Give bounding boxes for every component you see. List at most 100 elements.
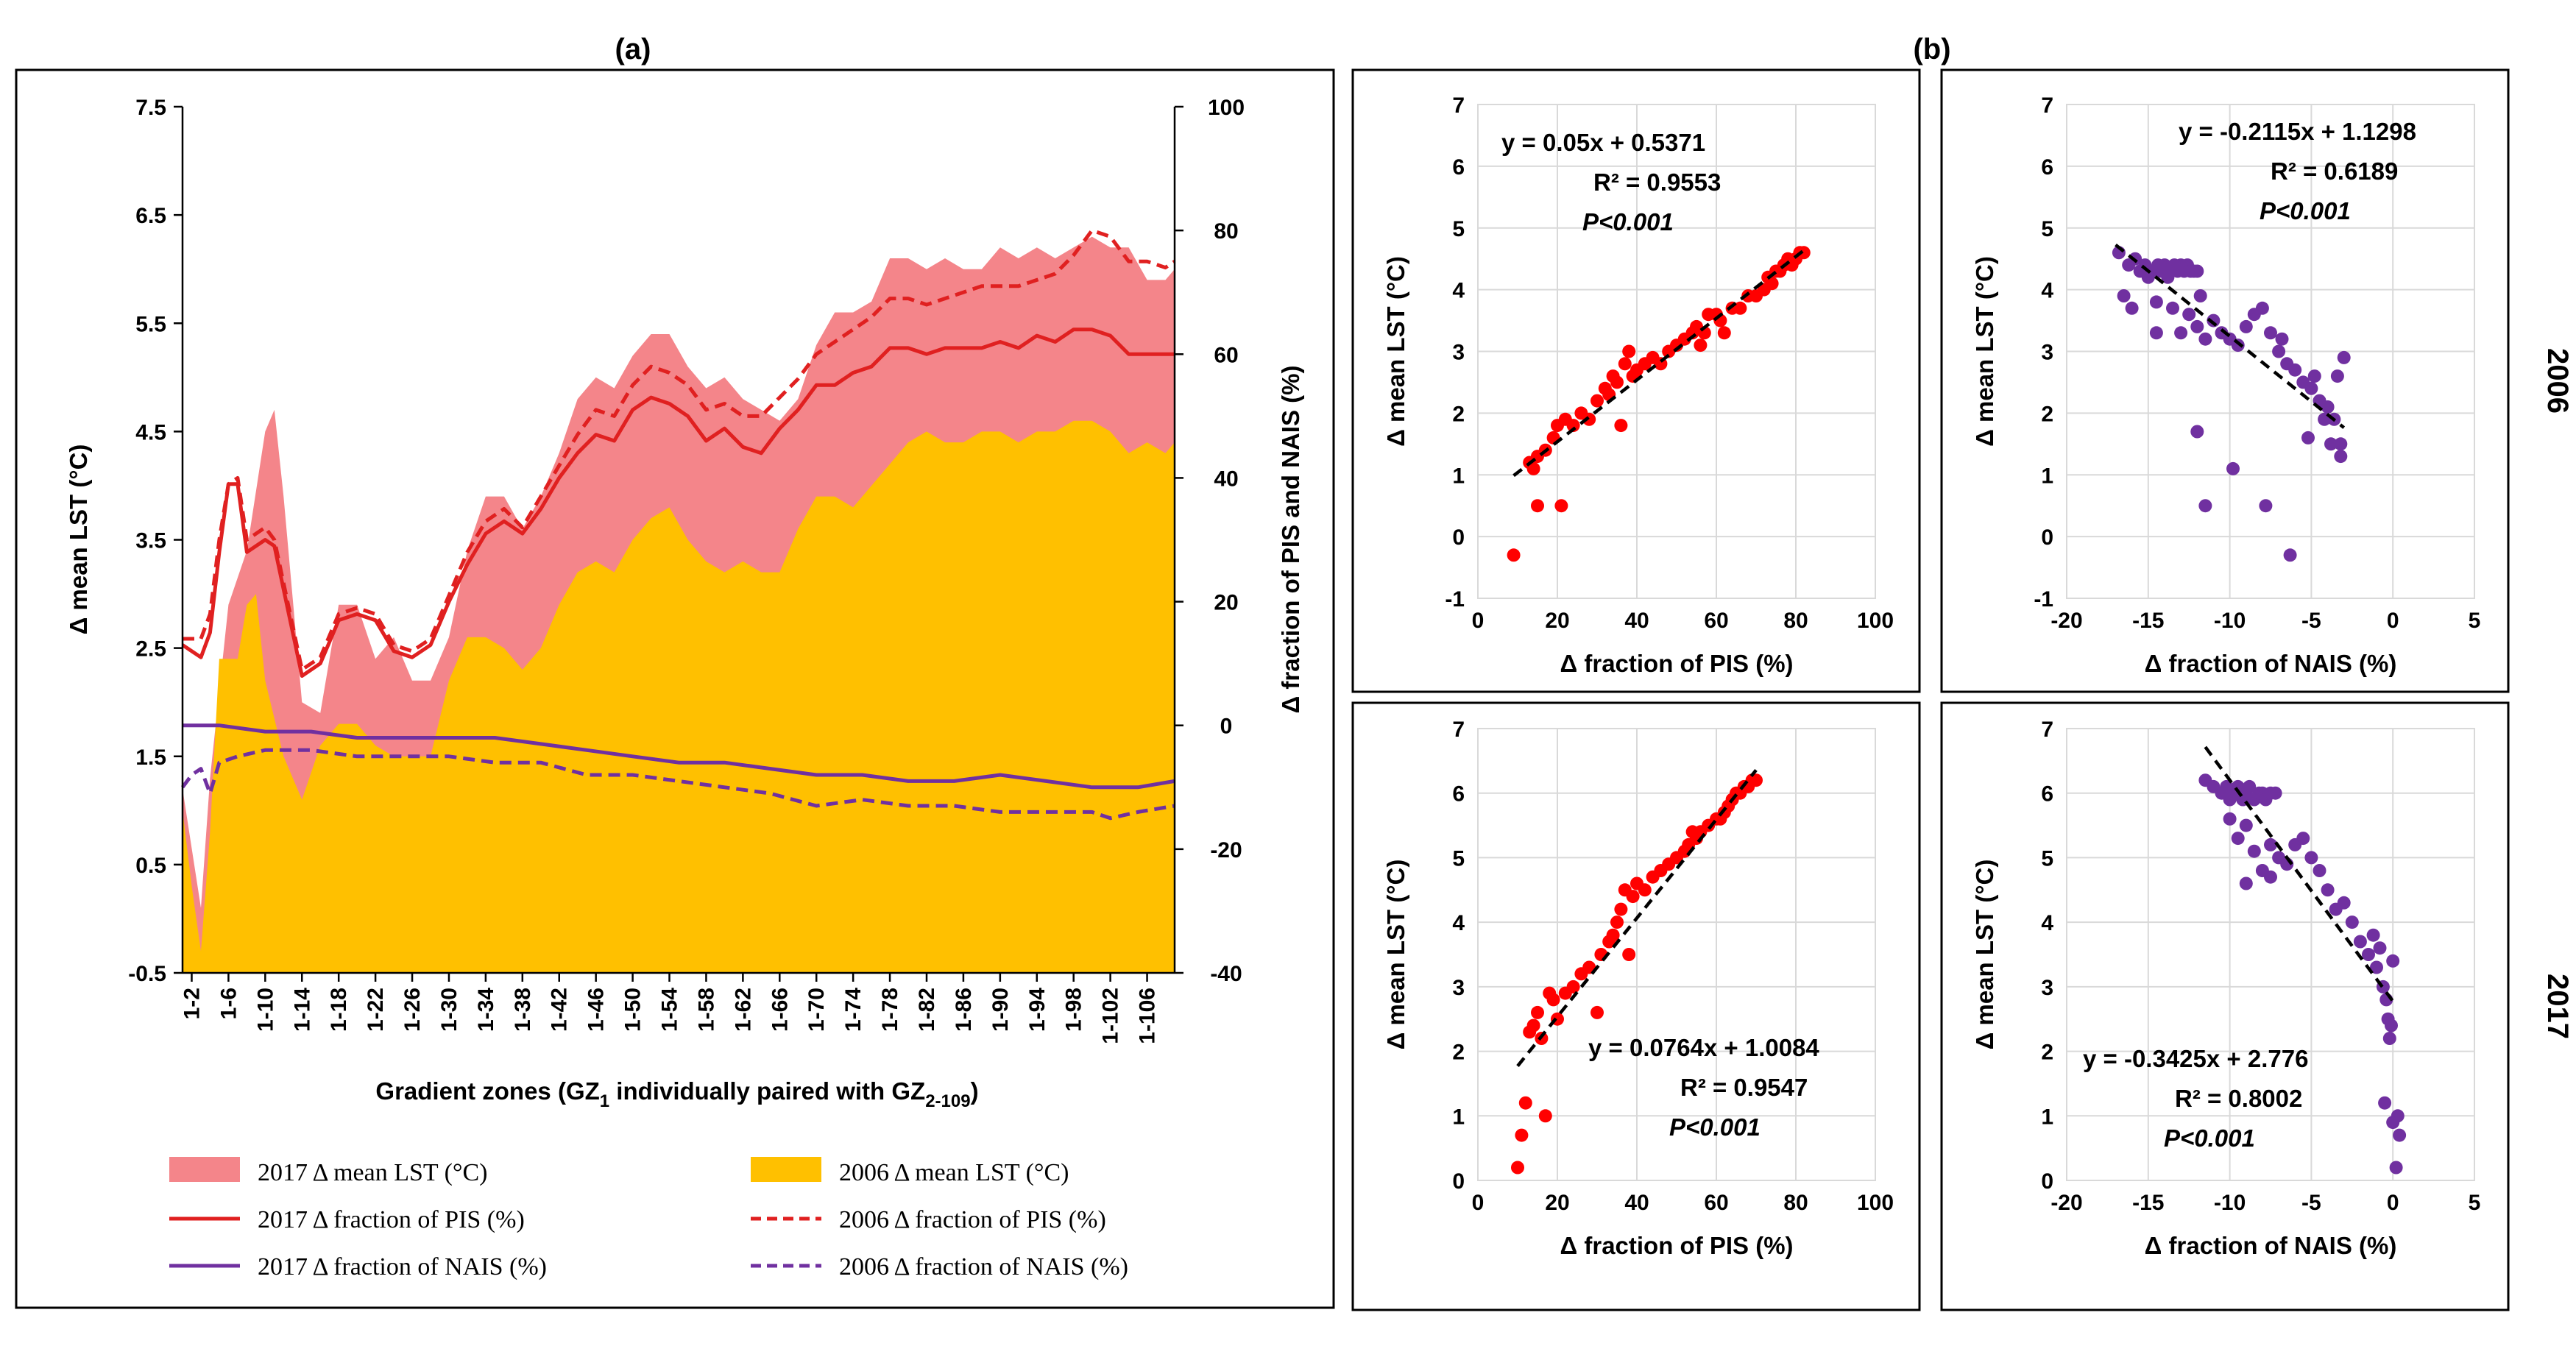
data-point [2182,308,2196,322]
y-tick-label: 5 [2041,846,2053,871]
y-tick-label: 4.5 [135,420,166,444]
data-point [2174,326,2188,340]
x-tick-label: 1-78 [878,988,902,1032]
trend-line [1512,246,1809,478]
x-tick-label: 20 [1545,609,1569,633]
y-tick-label: 1 [2041,464,2053,488]
y-tick-label: 7 [2041,93,2053,118]
y-tick-label: 6 [2041,155,2053,180]
x-tick-label: 1-22 [364,988,388,1032]
r-squared-label: R² = 0.9547 [1680,1074,1808,1101]
y2-tick-label: 80 [1214,219,1238,244]
data-point [2385,1019,2398,1032]
trend-line [2115,244,2346,429]
data-point [1622,948,1636,961]
y-tick-label: 0 [1452,525,1465,550]
data-point [1694,339,1708,353]
data-point [2391,1109,2405,1123]
x-tick-label: 0 [1472,1191,1485,1215]
legend-2006-lst-swatch [751,1157,821,1182]
y-tick-label: -0.5 [128,962,166,986]
trend-line [2204,745,2395,1002]
x-tick-label: 1-46 [584,988,609,1032]
data-point [2268,786,2282,800]
data-point [2393,1128,2407,1142]
p-value-label: P<0.001 [1582,208,1674,235]
data-point [2296,832,2310,846]
legend-2017-lst-label: 2017 Δ mean LST (°C) [258,1159,488,1186]
equation-label: y = -0.2115x + 1.1298 [2179,118,2416,145]
x-axis-label: Δ fraction of NAIS (%) [2145,1232,2397,1259]
data-point [2370,960,2383,974]
data-point [2264,870,2277,884]
x-tick-label: 1-54 [658,988,682,1032]
y-tick-label: 1 [2041,1105,2053,1129]
data-point [2324,437,2338,451]
data-point [1566,980,1580,993]
y-tick-label: 2 [1452,402,1465,426]
y2-tick-label: 60 [1214,343,1238,367]
y2-tick-label: 100 [1208,96,1245,120]
x-tick-label: 1-102 [1099,988,1123,1044]
data-point [1515,1128,1529,1142]
data-point [2264,837,2277,851]
scatter-panel-4: -20 -15 -10 -5 0 5 7 6 5 4 3 2 1 0 Δ fraction of NAIS … [1940,701,2510,1311]
plot-border [2066,104,2475,599]
data-point [1614,419,1628,433]
equation-label: y = 0.0764x + 1.0084 [1588,1034,1819,1061]
x-tick-label: -20 [2050,609,2082,633]
x-tick-label: 40 [1624,1191,1649,1215]
y-tick-label: -1 [2034,587,2053,612]
x-tick-label: 80 [1783,609,1808,633]
y-axis-label: Δ mean LST (°C) [1971,256,1998,447]
r-squared-label: R² = 0.9553 [1593,169,1721,196]
data-point [2149,295,2163,309]
line-2006-pis [183,228,1176,672]
equation-label: y = 0.05x + 0.5371 [1501,129,1705,156]
data-point [2334,437,2348,451]
data-point [2198,499,2212,513]
p-value-label: P<0.001 [1669,1113,1761,1141]
p-value-label: P<0.001 [2164,1124,2255,1152]
y-tick-label: 0 [2041,1169,2053,1194]
y-tick-label: 7.5 [135,96,166,120]
data-point [2334,450,2348,464]
y-tick-label: 0 [1452,1169,1465,1194]
data-point [1606,928,1620,942]
legend-2017-pis-label: 2017 Δ fraction of PIS (%) [258,1206,525,1233]
x-tick-label: 1-86 [952,988,976,1032]
x-tick-label: -5 [2301,609,2321,633]
x-tick-label: 60 [1704,609,1728,633]
x-axis-label: Gradient zones (GZ1 individually paired … [375,1077,978,1111]
data-point [2259,499,2273,513]
data-point [2386,954,2400,968]
x-tick-label: 20 [1545,1191,1569,1215]
x-tick-label: 1-30 [437,988,461,1032]
panel-b-title: (b) [1913,33,1950,65]
legend-2006-pis-label: 2006 Δ fraction of PIS (%) [839,1206,1106,1233]
x-tick-label: 1-42 [548,988,572,1032]
data-point [2239,876,2253,890]
x-tick-label: 1-14 [290,988,314,1032]
y-tick-label: 0.5 [135,854,166,878]
data-point [2378,1096,2392,1110]
data-point [2198,332,2212,346]
y-tick-label: 6 [2041,782,2053,807]
scatter-panel-3: 0 20 40 60 80 100 7 6 5 4 3 2 1 0 Δ fraction of PIS (%… [1351,701,1921,1311]
r-squared-label: R² = 0.6189 [2271,157,2398,185]
data-point [2283,548,2297,562]
scatter-frame [1940,68,2510,693]
y-tick-label: 3 [1452,976,1465,1000]
x-tick-label: -15 [2132,1191,2164,1215]
plot-border [2066,728,2475,1181]
data-point [2272,344,2286,358]
scatter-panel-1: 0 20 40 60 80 100 7 6 5 4 3 2 1 0 -1 Δ fraction of PIS … [1351,68,1921,693]
y-tick-label: 7 [1452,718,1465,742]
x-tick-label: 1-26 [400,988,425,1032]
x-tick-label: 1-38 [511,988,535,1032]
data-point [2226,461,2240,475]
row-label-2006: 2006 [2541,348,2574,414]
row-label-2017: 2017 [2541,974,2574,1039]
x-tick-label: 1-10 [253,988,277,1032]
data-point [2321,400,2335,414]
